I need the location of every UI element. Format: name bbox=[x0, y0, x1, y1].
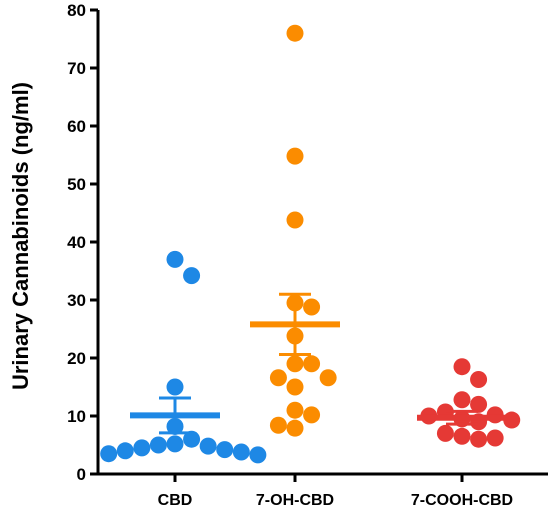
y-tick-label: 80 bbox=[67, 1, 86, 20]
data-point bbox=[199, 437, 217, 455]
data-point bbox=[453, 358, 471, 376]
data-point bbox=[166, 250, 184, 268]
data-point bbox=[303, 298, 321, 316]
x-tick-label: CBD bbox=[158, 492, 193, 509]
data-point bbox=[470, 370, 488, 388]
data-point bbox=[216, 441, 234, 459]
data-point bbox=[286, 401, 304, 419]
series-7-cooh-cbd bbox=[417, 358, 521, 448]
y-tick-label: 20 bbox=[67, 349, 86, 368]
x-tick-label: 7-COOH-CBD bbox=[411, 492, 513, 509]
plot-area bbox=[100, 24, 521, 464]
y-tick-label: 30 bbox=[67, 291, 86, 310]
data-point bbox=[166, 435, 184, 453]
y-axis: 0 10 20 30 40 50 60 70 80 bbox=[67, 1, 100, 484]
data-point bbox=[470, 430, 488, 448]
data-point bbox=[453, 391, 471, 409]
y-tick-label: 60 bbox=[67, 117, 86, 136]
y-tick-label: 50 bbox=[67, 175, 86, 194]
data-point bbox=[249, 446, 267, 464]
y-axis-title: Urinary Cannabinoids (ng/ml) bbox=[8, 82, 33, 390]
y-tick-label: 40 bbox=[67, 233, 86, 252]
data-point bbox=[269, 369, 287, 387]
data-point bbox=[116, 442, 134, 460]
data-point bbox=[149, 436, 167, 454]
data-point bbox=[286, 211, 304, 229]
data-point bbox=[100, 445, 118, 463]
data-point bbox=[319, 369, 337, 387]
x-axis: CBD 7-OH-CBD 7-COOH-CBD bbox=[97, 472, 548, 509]
data-point bbox=[503, 411, 521, 429]
data-point bbox=[470, 395, 488, 413]
data-point bbox=[183, 430, 201, 448]
x-tick-label: 7-OH-CBD bbox=[256, 492, 334, 509]
data-point bbox=[286, 419, 304, 437]
data-point bbox=[183, 267, 201, 285]
y-tick-label: 10 bbox=[67, 407, 86, 426]
data-point bbox=[286, 147, 304, 165]
data-point bbox=[486, 429, 504, 447]
data-point bbox=[166, 378, 184, 396]
data-point bbox=[269, 416, 287, 434]
data-point bbox=[286, 355, 304, 373]
data-point bbox=[232, 443, 250, 461]
data-point bbox=[453, 427, 471, 445]
data-point bbox=[303, 406, 321, 424]
series-7-oh-cbd bbox=[250, 24, 340, 437]
y-tick-label: 70 bbox=[67, 59, 86, 78]
data-point bbox=[436, 424, 454, 442]
series-cbd bbox=[100, 250, 267, 464]
y-tick-label: 0 bbox=[77, 465, 86, 484]
data-point bbox=[286, 24, 304, 42]
data-point bbox=[133, 439, 151, 457]
data-point bbox=[286, 378, 304, 396]
data-point bbox=[303, 355, 321, 373]
